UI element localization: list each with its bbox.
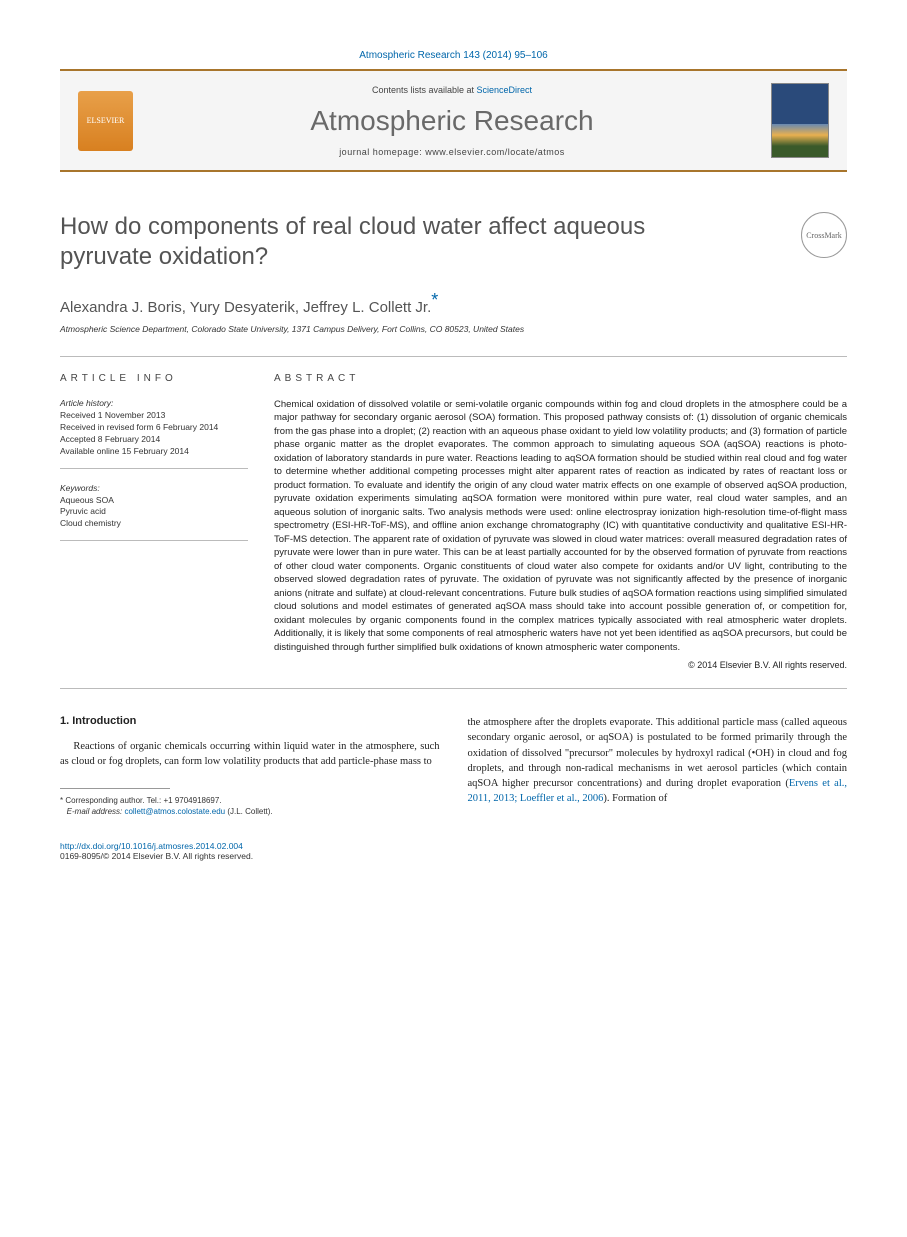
- abstract-column: ABSTRACT Chemical oxidation of dissolved…: [274, 373, 847, 670]
- contents-available: Contents lists available at ScienceDirec…: [133, 85, 771, 95]
- body-left-column: 1. Introduction Reactions of organic che…: [60, 715, 440, 817]
- article-info-label: ARTICLE INFO: [60, 373, 248, 384]
- history-label: Article history:: [60, 398, 248, 408]
- keyword: Aqueous SOA: [60, 495, 248, 507]
- body-columns: 1. Introduction Reactions of organic che…: [60, 715, 847, 817]
- journal-cover-thumbnail: [771, 83, 829, 158]
- elsevier-logo: ELSEVIER: [78, 91, 133, 151]
- article-title: How do components of real cloud water af…: [60, 212, 700, 272]
- abstract-label: ABSTRACT: [274, 373, 847, 384]
- divider: [60, 688, 847, 689]
- journal-banner: ELSEVIER Contents lists available at Sci…: [60, 69, 847, 172]
- corresponding-footnote: * Corresponding author. Tel.: +1 9704918…: [60, 795, 440, 806]
- email-footnote: E-mail address: collett@atmos.colostate.…: [60, 806, 440, 817]
- sciencedirect-link[interactable]: ScienceDirect: [477, 85, 533, 95]
- history-line: Available online 15 February 2014: [60, 446, 248, 458]
- keyword: Pyruvic acid: [60, 506, 248, 518]
- corresponding-marker: *: [431, 290, 438, 310]
- doi-link[interactable]: http://dx.doi.org/10.1016/j.atmosres.201…: [60, 841, 847, 851]
- homepage-url[interactable]: www.elsevier.com/locate/atmos: [425, 147, 565, 157]
- body-paragraph: the atmosphere after the droplets evapor…: [468, 715, 848, 806]
- issn-line: 0169-8095/© 2014 Elsevier B.V. All right…: [60, 851, 847, 861]
- history-line: Received 1 November 2013: [60, 410, 248, 422]
- history-line: Accepted 8 February 2014: [60, 434, 248, 446]
- journal-name: Atmospheric Research: [133, 105, 771, 137]
- affiliation: Atmospheric Science Department, Colorado…: [60, 324, 847, 334]
- body-paragraph: Reactions of organic chemicals occurring…: [60, 739, 440, 769]
- header-citation: Atmospheric Research 143 (2014) 95–106: [60, 50, 847, 61]
- footnote-separator: [60, 788, 170, 789]
- section-heading: 1. Introduction: [60, 715, 440, 727]
- author-list: Alexandra J. Boris, Yury Desyaterik, Jef…: [60, 290, 847, 316]
- journal-homepage: journal homepage: www.elsevier.com/locat…: [133, 147, 771, 157]
- body-right-column: the atmosphere after the droplets evapor…: [468, 715, 848, 817]
- crossmark-label: CrossMark: [806, 231, 842, 240]
- history-line: Received in revised form 6 February 2014: [60, 422, 248, 434]
- page-footer: http://dx.doi.org/10.1016/j.atmosres.201…: [60, 841, 847, 861]
- keywords-label: Keywords:: [60, 483, 248, 493]
- email-link[interactable]: collett@atmos.colostate.edu: [124, 807, 225, 816]
- keywords-block: Keywords: Aqueous SOA Pyruvic acid Cloud…: [60, 483, 248, 542]
- article-info-column: ARTICLE INFO Article history: Received 1…: [60, 373, 248, 670]
- keyword: Cloud chemistry: [60, 518, 248, 530]
- article-history-block: Article history: Received 1 November 201…: [60, 398, 248, 469]
- abstract-copyright: © 2014 Elsevier B.V. All rights reserved…: [274, 660, 847, 670]
- contents-prefix: Contents lists available at: [372, 85, 477, 95]
- crossmark-badge[interactable]: CrossMark: [801, 212, 847, 258]
- abstract-text: Chemical oxidation of dissolved volatile…: [274, 398, 847, 654]
- divider: [60, 356, 847, 357]
